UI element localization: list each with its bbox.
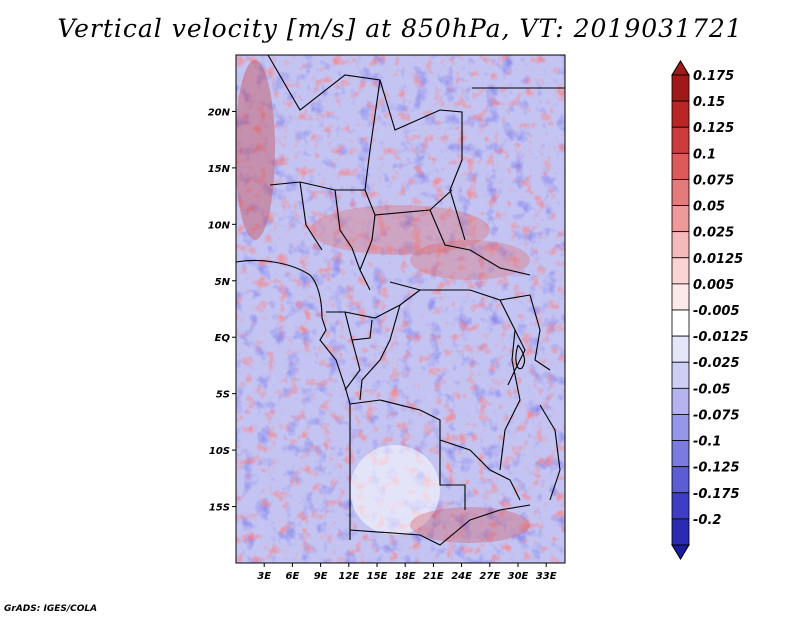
colorbar-segment	[671, 361, 690, 389]
axis-ticks: 3E 6E 9E 12E 15E 18E 21E 24E 27E 30E 33E 20N 15N 10N 5…	[208, 107, 557, 582]
colorbar-level-label: 0.005	[693, 278, 734, 293]
lon-tick-label: 24E	[451, 571, 472, 582]
colorbar-level-label: 0.15	[693, 95, 725, 110]
colorbar-segment	[671, 205, 690, 233]
colorbar-segment	[671, 335, 690, 363]
colorbar-level-label: -0.175	[693, 487, 740, 502]
colorbar-level-label: -0.0125	[693, 330, 749, 345]
lon-tick-label: 3E	[257, 571, 271, 582]
map-frame	[235, 54, 566, 564]
colorbar-segment	[671, 126, 690, 154]
colorbar-segment	[671, 179, 690, 206]
lat-tick-label: 5S	[216, 390, 230, 401]
lat-tick-label: 15S	[209, 503, 230, 514]
colorbar-segment	[671, 152, 690, 180]
colorbar-level-label: -0.125	[693, 461, 740, 476]
lon-tick-label: 18E	[395, 571, 416, 582]
colorbar-segment	[671, 283, 690, 311]
colorbar-top-arrow	[671, 60, 690, 76]
colorbar-level-label: -0.005	[693, 304, 740, 319]
lon-tick-label: 12E	[338, 571, 359, 582]
colorbar-level-label: -0.1	[693, 435, 721, 450]
lat-tick-label: EQ	[215, 333, 231, 344]
colorbar-segment	[671, 74, 690, 102]
lat-tick-label: 15N	[208, 164, 231, 175]
colorbar-segment	[671, 466, 690, 494]
colorbar-level-label: 0.05	[693, 200, 725, 215]
lat-tick-label: 5N	[215, 277, 231, 288]
lon-tick-label: 33E	[536, 571, 557, 582]
colorbar-segment	[671, 440, 690, 468]
lat-tick-label: 10N	[208, 220, 231, 231]
lat-tick-label: 10S	[209, 446, 230, 457]
lon-tick-label: 21E	[423, 571, 444, 582]
lon-tick-label: 30E	[508, 571, 529, 582]
colorbar-segment	[671, 100, 690, 128]
colorbar-level-label: -0.2	[693, 513, 721, 528]
lon-tick-label: 6E	[286, 571, 300, 582]
grads-credit: GrADS: IGES/COLA	[4, 604, 98, 614]
colorbar-segment	[671, 309, 690, 337]
lat-tick-label: 20N	[208, 107, 231, 118]
lon-tick-label: 15E	[367, 571, 388, 582]
lon-tick-label: 9E	[314, 571, 328, 582]
colorbar: 0.175 0.15 0.125 0.1 0.075 0.05 0.025 0.0125 0.0…	[671, 60, 749, 560]
colorbar-segment	[671, 387, 690, 415]
colorbar-level-label: 0.1	[693, 147, 716, 162]
colorbar-segment	[671, 492, 690, 520]
colorbar-level-label: 0.125	[693, 121, 734, 136]
colorbar-level-label: -0.025	[693, 356, 740, 371]
colorbar-segment	[671, 257, 690, 285]
velocity-field	[236, 55, 565, 563]
colorbar-level-label: 0.175	[693, 69, 734, 84]
lon-tick-label: 27E	[479, 571, 500, 582]
colorbar-segment	[671, 518, 690, 546]
colorbar-segment	[671, 414, 690, 441]
country-borders	[236, 55, 565, 546]
colorbar-level-label: -0.075	[693, 408, 740, 423]
colorbar-level-label: -0.05	[693, 382, 730, 397]
colorbar-bottom-arrow	[671, 544, 690, 560]
colorbar-level-label: 0.025	[693, 226, 734, 241]
colorbar-level-label: 0.0125	[693, 252, 743, 267]
colorbar-segment	[671, 231, 690, 259]
map-title: Vertical velocity [m/s] at 850hPa, VT: 2…	[57, 14, 743, 43]
colorbar-level-label: 0.075	[693, 173, 734, 188]
